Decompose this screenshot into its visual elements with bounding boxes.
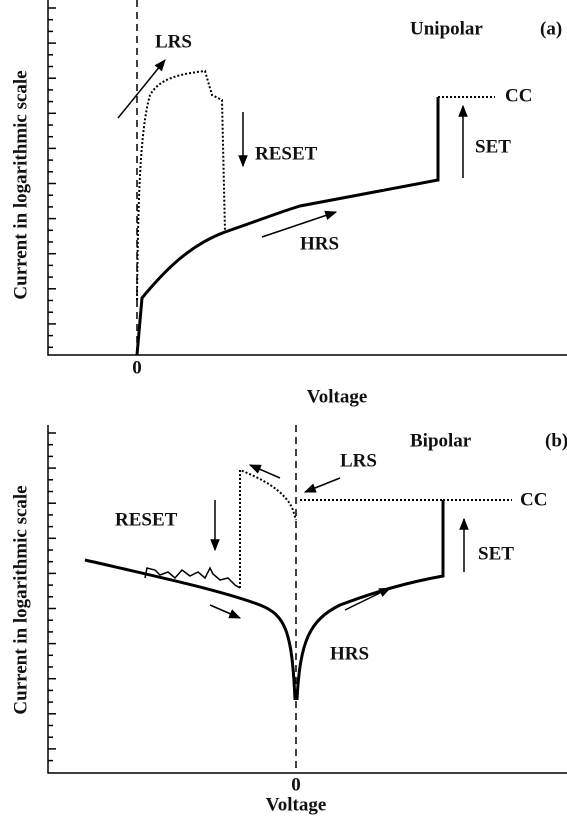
label: HRS <box>330 643 369 664</box>
hrs-curve <box>84 558 297 701</box>
label: RESET <box>115 509 178 530</box>
y-label: Current in logarithmic scale <box>10 70 31 299</box>
arrow <box>117 59 166 119</box>
label: CC <box>505 85 532 106</box>
label: Bipolar <box>410 430 472 451</box>
x-label: Voltage <box>266 794 327 815</box>
label: 0 <box>132 357 142 378</box>
label: LRS <box>340 450 377 471</box>
hrs-curve <box>295 500 445 701</box>
label: CC <box>520 489 547 510</box>
arrow <box>261 210 338 238</box>
arrow <box>344 587 392 611</box>
axes <box>47 425 567 774</box>
panel-b: Current in logarithmic scale LRS Bipolar… <box>10 425 567 815</box>
lrs-curve <box>136 69 226 301</box>
lrs-curve <box>239 468 297 588</box>
panel-a: Current in logarithmic scale LRS Unipola… <box>10 0 567 407</box>
noise <box>144 566 241 589</box>
axes <box>47 0 567 356</box>
label: SET <box>478 543 514 564</box>
label: HRS <box>300 233 339 254</box>
label: Unipolar <box>410 18 483 39</box>
arrow <box>303 477 341 493</box>
label: (b) <box>545 430 567 451</box>
label: 0 <box>291 774 301 795</box>
hrs-curve <box>135 97 440 356</box>
arrow <box>248 464 281 479</box>
label: (a) <box>540 18 562 39</box>
ticks <box>48 432 56 762</box>
label: SET <box>475 136 511 157</box>
ticks <box>48 7 56 349</box>
x-label: Voltage <box>307 386 368 407</box>
arrow <box>209 604 242 619</box>
y-label: Current in logarithmic scale <box>10 485 31 714</box>
label: RESET <box>255 143 318 164</box>
label: LRS <box>155 31 192 52</box>
